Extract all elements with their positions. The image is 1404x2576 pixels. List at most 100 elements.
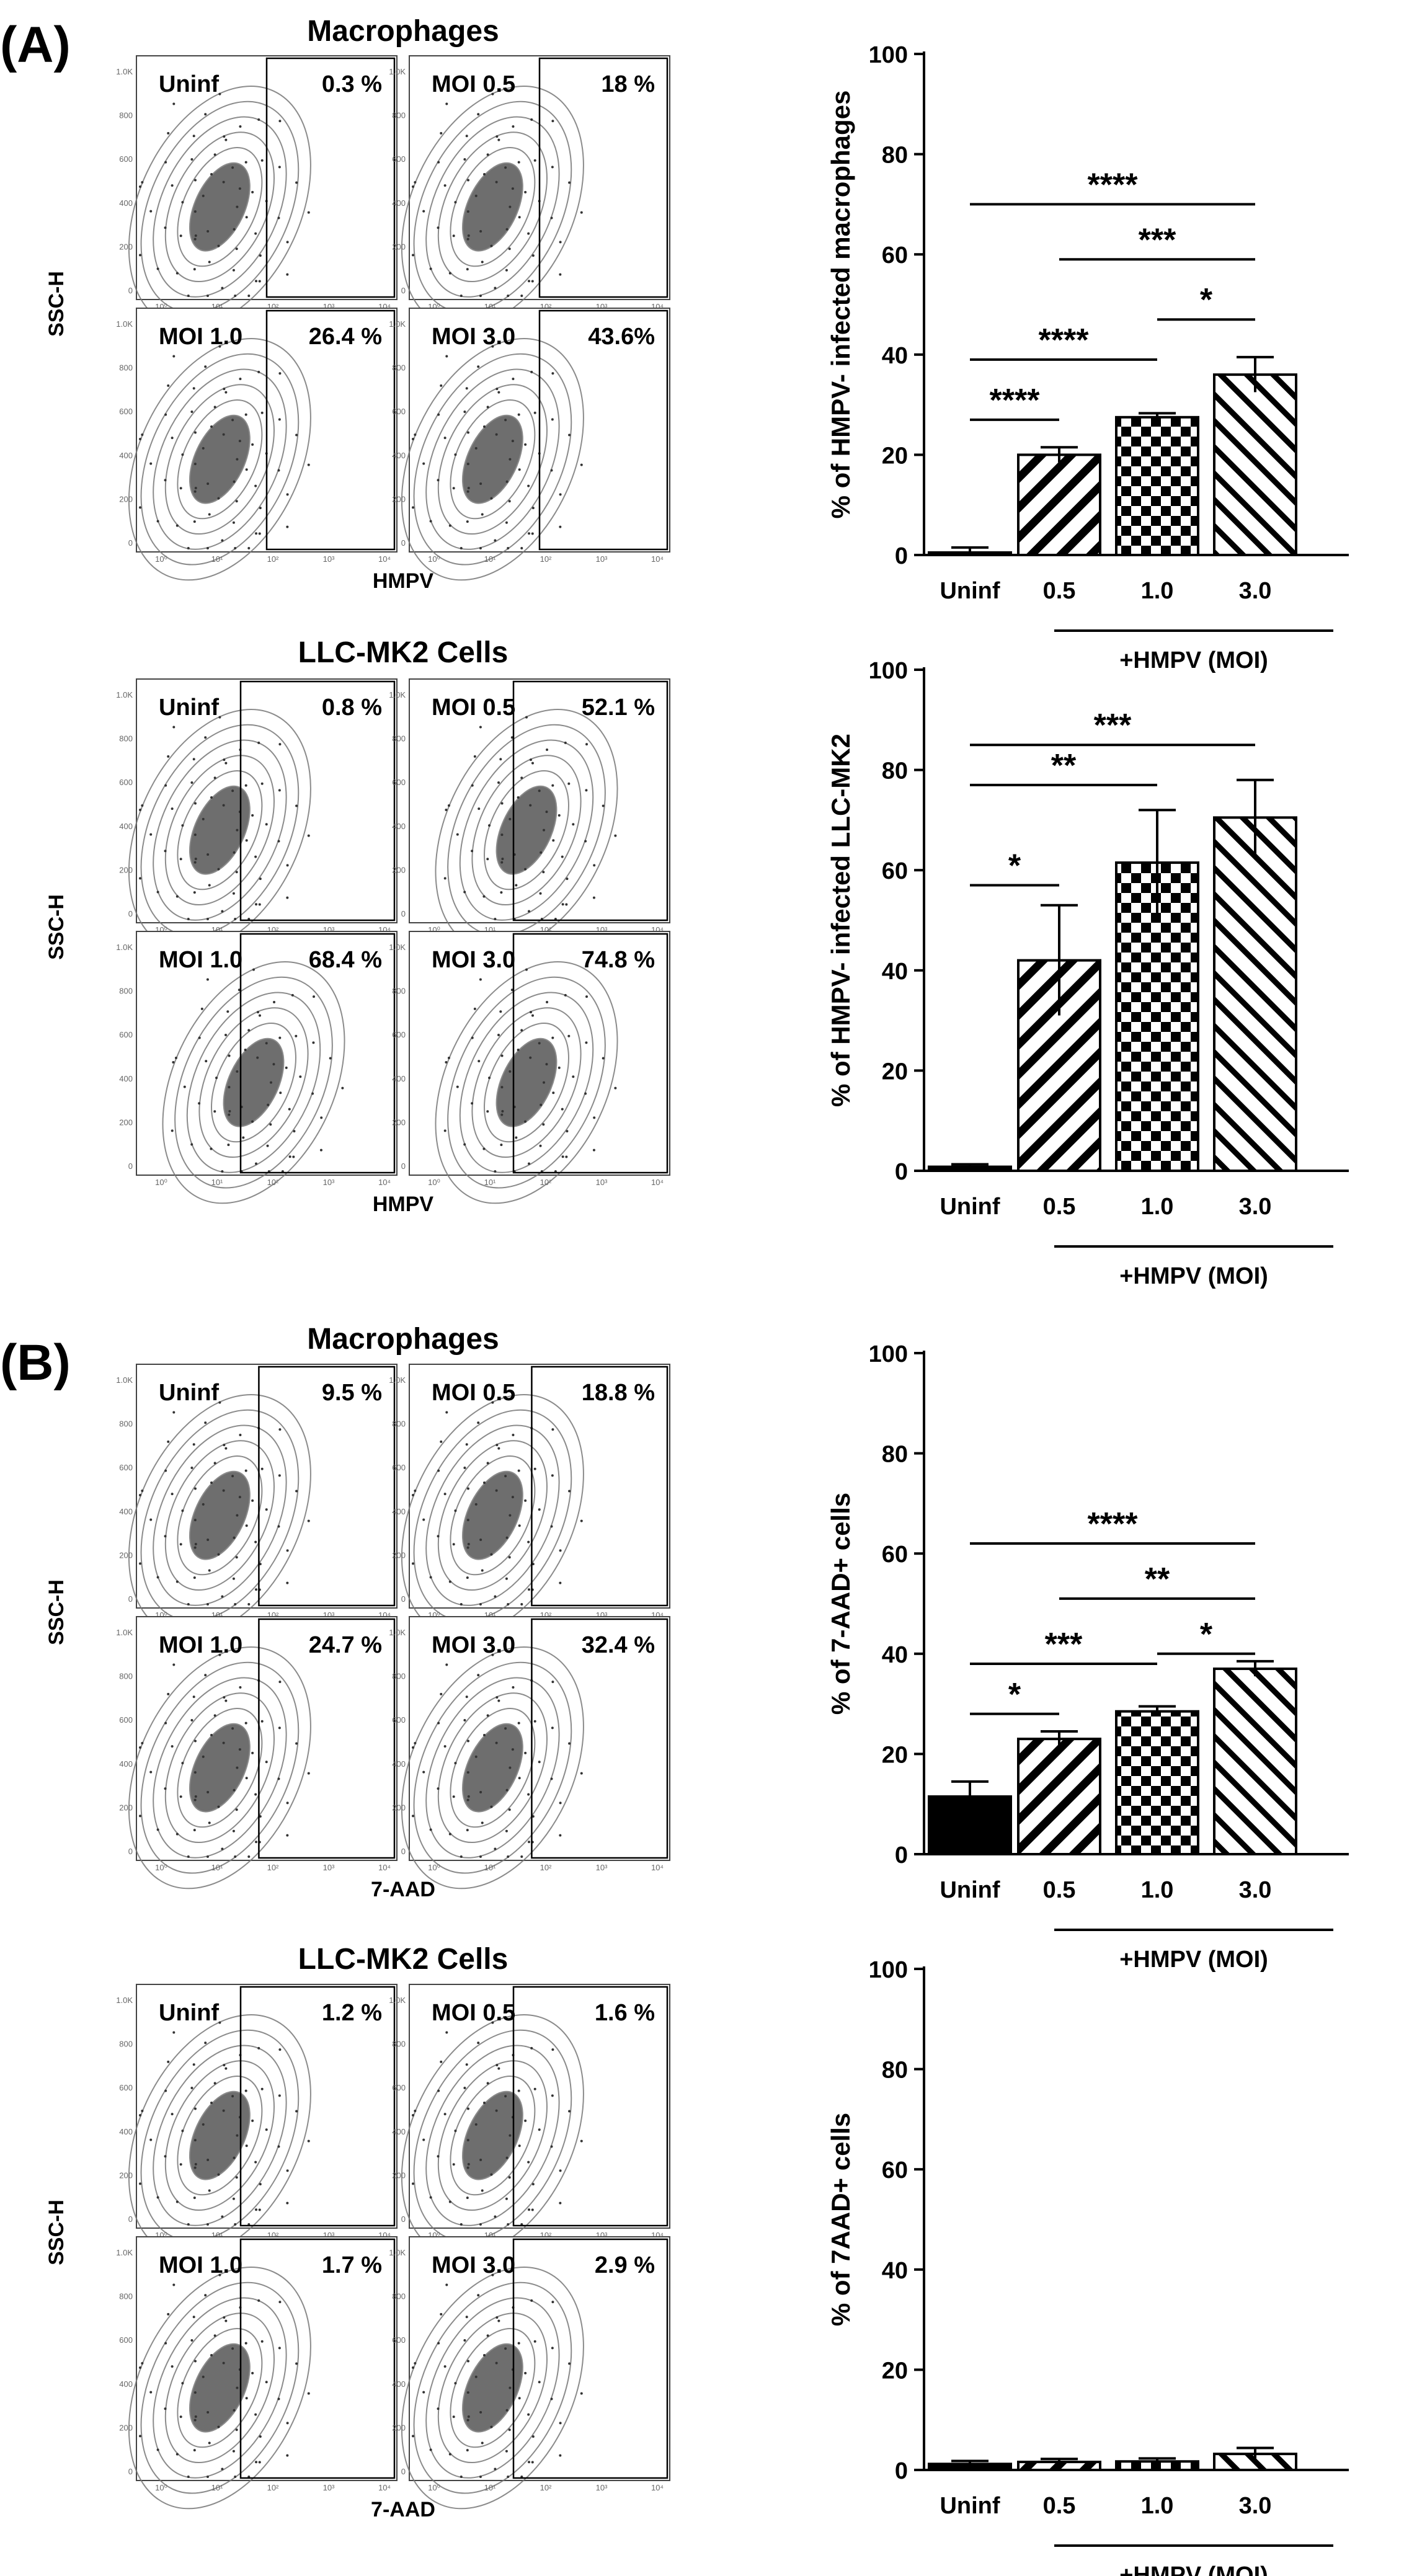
- condition-label: MOI 3.0: [432, 947, 515, 973]
- event-dot: [559, 1581, 562, 1584]
- contour-ring: [437, 1440, 548, 1591]
- contour-ring: [413, 1661, 572, 1874]
- event-dot: [454, 2130, 457, 2133]
- event-dot: [584, 1092, 587, 1095]
- y-tick-label: 40: [882, 343, 908, 369]
- event-dot: [204, 365, 207, 368]
- event-dot: [481, 513, 484, 516]
- y-tick-label: 200: [392, 494, 406, 504]
- event-dot: [286, 864, 289, 867]
- event-dot: [247, 1855, 251, 1858]
- event-dot: [141, 2110, 144, 2113]
- event-dot: [531, 762, 534, 765]
- flow-subplot: MOI 0.5 18 %10⁰ 10¹ 10² 10³ 10⁴1.0K8006004002…: [389, 55, 670, 329]
- event-dot: [286, 2422, 289, 2425]
- event-dot: [490, 2173, 493, 2176]
- event-dot: [167, 131, 170, 135]
- event-dot: [463, 1467, 466, 1470]
- event-dot: [149, 2391, 153, 2394]
- event-dot: [531, 254, 535, 257]
- event-dot: [164, 1469, 167, 1472]
- event-dot: [207, 1790, 210, 1793]
- y-tick-label: 400: [119, 1074, 133, 1083]
- event-dot: [223, 388, 226, 391]
- event-dot: [482, 1734, 486, 1737]
- event-dot: [194, 2162, 197, 2165]
- event-dot: [208, 1821, 211, 1824]
- event-dot: [257, 2046, 260, 2050]
- event-dot: [259, 2183, 262, 2186]
- event-dot: [204, 113, 207, 116]
- contour-ring: [153, 739, 287, 921]
- event-dot: [482, 2354, 486, 2357]
- gate-percentage: 0.8 %: [322, 695, 382, 721]
- flow-y-label: SSC-H: [45, 2200, 68, 2265]
- event-dot: [228, 1086, 231, 1089]
- event-dot: [224, 2067, 228, 2070]
- event-dot: [278, 372, 282, 375]
- event-dot: [495, 2109, 498, 2112]
- gate-percentage: 32.4 %: [582, 1632, 655, 1658]
- event-dot: [463, 158, 466, 161]
- x-tick-label: 10⁰: [428, 2483, 440, 2492]
- event-dot: [531, 2435, 535, 2438]
- contour-ring: [177, 399, 263, 520]
- event-dot: [181, 2130, 184, 2133]
- x-tick-label: 10²: [540, 554, 552, 564]
- event-dot: [179, 2415, 182, 2418]
- event-dot: [194, 1542, 197, 1545]
- event-dot: [192, 1695, 195, 1699]
- event-dot: [238, 1748, 241, 1751]
- event-dot: [286, 2169, 289, 2172]
- event-dot: [259, 1815, 262, 1818]
- event-dot: [520, 1029, 523, 1032]
- event-dot: [540, 1103, 543, 1106]
- event-dot: [164, 479, 167, 482]
- event-dot: [156, 267, 159, 270]
- subplot-frame: [136, 678, 398, 923]
- event-dot: [497, 391, 500, 394]
- flow-subplot: MOI 3.0 32.4 % 10⁰ 10¹ 10² 10³ 10⁴ 1.0K 800 600 40…: [389, 1616, 670, 1890]
- event-dot: [242, 1136, 245, 1139]
- event-dot: [515, 1136, 518, 1139]
- event-dot: [254, 232, 257, 235]
- event-dot: [278, 2301, 282, 2304]
- event-dot: [412, 2114, 414, 2117]
- event-dot: [222, 804, 225, 807]
- event-dot: [259, 1563, 262, 1566]
- event-dot: [437, 2407, 440, 2410]
- event-dot: [278, 1474, 281, 1477]
- event-dot: [156, 1576, 159, 1579]
- event-dot: [232, 521, 235, 524]
- event-dot: [517, 1049, 520, 1052]
- event-dot: [193, 431, 197, 434]
- event-dot: [412, 1814, 414, 1818]
- event-dot: [530, 2299, 533, 2302]
- event-dot: [329, 1057, 332, 1060]
- event-dot: [193, 2196, 196, 2200]
- event-dot: [192, 135, 195, 138]
- event-dot: [149, 833, 153, 836]
- event-dot: [454, 1762, 457, 1765]
- event-dot: [307, 2139, 310, 2143]
- event-dot: [190, 1467, 193, 1470]
- event-dot: [307, 211, 310, 214]
- event-dot: [139, 1746, 141, 1749]
- event-dot: [288, 1108, 291, 1111]
- event-dot: [245, 839, 248, 842]
- event-dot: [500, 1113, 504, 1116]
- flow-panel: Macrophages SSC-H HMPV Uninf 0.3 % 10⁰ 10¹ 10² 1…: [45, 15, 670, 593]
- event-dot: [217, 868, 220, 871]
- event-dot: [508, 1808, 511, 1811]
- event-dot: [204, 2041, 207, 2045]
- y-tick-label: 1.0K: [389, 319, 406, 329]
- condition-label: Uninf: [159, 695, 219, 721]
- flow-y-label: SSC-H: [45, 1579, 68, 1645]
- event-dot: [422, 462, 425, 465]
- event-dot: [437, 2155, 440, 2158]
- event-dot: [245, 1524, 248, 1527]
- event-dot: [202, 446, 205, 450]
- flow-title: LLC-MK2 Cells: [298, 1943, 509, 1976]
- event-dot: [505, 2197, 508, 2200]
- contour-ring: [401, 1646, 584, 1890]
